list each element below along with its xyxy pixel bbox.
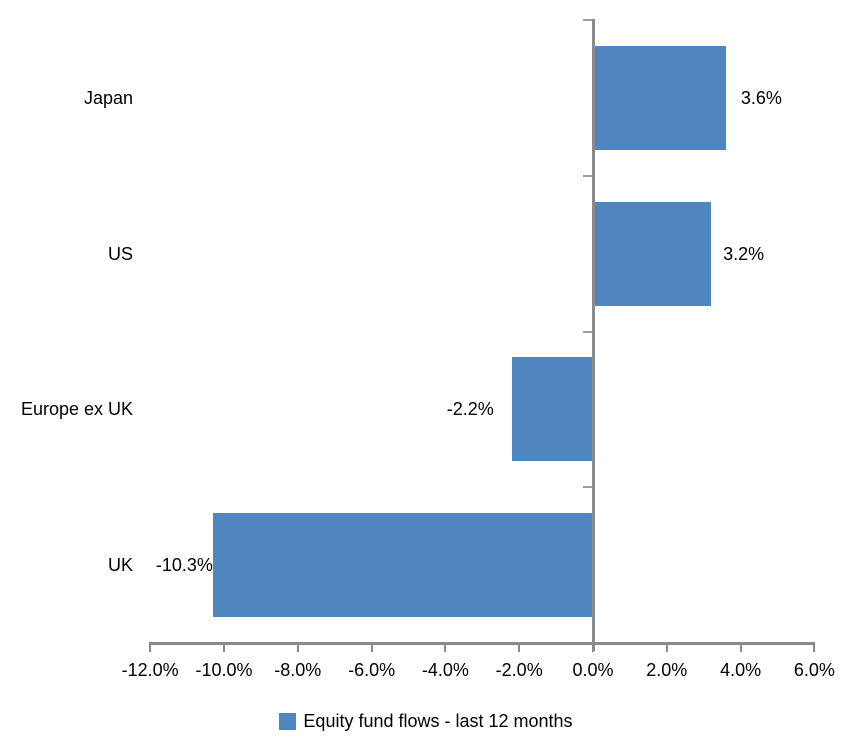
x-tick — [665, 644, 668, 652]
category-tick — [582, 19, 592, 21]
x-tick — [296, 644, 299, 652]
x-tick-label: -12.0% — [121, 660, 179, 680]
x-tick — [592, 644, 594, 652]
bar — [212, 513, 593, 618]
bar-value-label: 3.2% — [723, 243, 765, 264]
x-tick-label: 2.0% — [646, 660, 688, 680]
category-tick — [582, 174, 592, 177]
x-tick-label: 4.0% — [720, 660, 762, 680]
x-tick-label: -2.0% — [495, 660, 543, 680]
x-tick-label: -4.0% — [421, 660, 469, 680]
category-label: UK — [107, 555, 133, 576]
legend-series-label: Equity fund flows - last 12 months — [303, 711, 573, 731]
x-tick — [813, 644, 816, 652]
bar-value-label: -10.3% — [155, 555, 213, 576]
category-label: Japan — [83, 87, 133, 108]
bar-value-label: -2.2% — [446, 399, 494, 420]
category-tick — [582, 486, 592, 489]
category-tick — [582, 330, 592, 333]
zero-axis-line — [591, 19, 595, 651]
x-axis-line — [149, 641, 816, 645]
bar — [593, 45, 726, 150]
x-tick — [149, 644, 152, 652]
bar — [593, 201, 712, 306]
x-tick — [370, 644, 373, 652]
x-tick — [518, 644, 521, 652]
x-tick — [223, 644, 225, 652]
category-label: US — [107, 243, 133, 264]
x-tick-label: 6.0% — [793, 660, 835, 680]
x-tick-label: -8.0% — [274, 660, 322, 680]
category-label: Europe ex UK — [20, 399, 133, 420]
bar-value-label: 3.6% — [740, 87, 782, 108]
legend: Equity fund flows - last 12 months — [0, 706, 852, 736]
legend-series-marker — [279, 712, 297, 730]
x-tick-label: -10.0% — [195, 660, 253, 680]
x-tick — [444, 644, 447, 652]
x-tick — [739, 644, 742, 652]
x-tick-label: -6.0% — [348, 660, 396, 680]
bar — [511, 357, 593, 462]
x-tick-label: 0.0% — [572, 660, 614, 680]
